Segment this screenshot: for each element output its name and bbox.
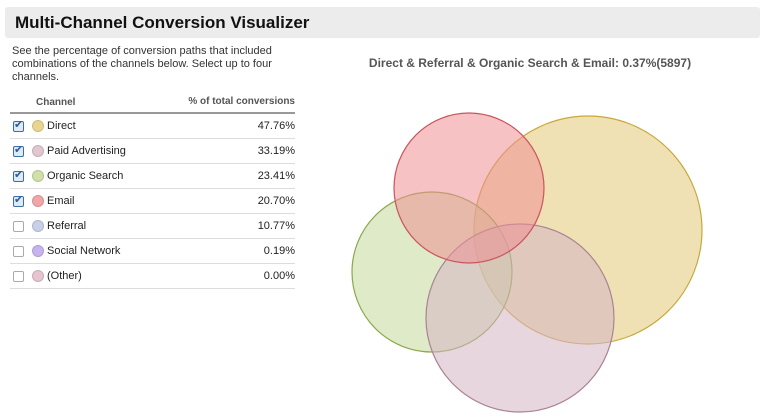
table-row: Organic Search 23.41% [10,163,295,189]
venn-diagram [351,112,703,413]
channel-checkbox[interactable] [13,245,24,257]
channel-name: Social Network [47,245,121,258]
color-swatch-icon [32,170,44,183]
channel-checkbox[interactable] [13,118,24,132]
channel-checkbox[interactable] [13,270,24,282]
table-row: Referral 10.77% [10,213,295,239]
channel-checkbox[interactable] [13,168,24,182]
channel-checkbox[interactable] [13,220,24,232]
channel-table: Channel % of total conversions Direct 47.… [10,94,295,289]
color-swatch-icon [32,195,44,208]
channel-name: Paid Advertising [47,145,126,158]
channel-checkbox[interactable] [13,193,24,207]
description: See the percentage of conversion paths t… [12,45,272,83]
color-swatch-icon [32,145,44,158]
channel-name: (Other) [47,270,82,283]
color-swatch-icon [32,245,44,258]
channel-checkbox[interactable] [13,143,24,157]
channel-pct: 47.76% [158,113,295,139]
table-row: Email 20.70% [10,188,295,214]
channel-pct: 0.00% [158,263,295,289]
channel-name: Organic Search [47,170,124,183]
table-row: Direct 47.76% [10,113,295,139]
channel-pct: 33.19% [158,138,295,164]
title-bar: Multi-Channel Conversion Visualizer [5,7,760,38]
color-swatch-icon [32,270,44,283]
channel-pct: 10.77% [158,213,295,239]
channel-pct: 0.19% [158,238,295,264]
channel-name: Direct [47,120,76,133]
page-title: Multi-Channel Conversion Visualizer [15,13,310,32]
channel-name: Referral [47,220,87,233]
table-row: (Other) 0.00% [10,263,295,289]
col-channel: Channel [10,94,159,114]
channel-pct: 23.41% [158,163,295,189]
chart-title: Direct & Referral & Organic Search & Ema… [368,56,692,70]
channel-name: Email [47,195,75,208]
color-swatch-icon [32,120,44,133]
col-pct: % of total conversions [158,94,295,114]
circle-email[interactable] [393,112,545,264]
channel-pct: 20.70% [158,188,295,214]
table-row: Social Network 0.19% [10,238,295,264]
color-swatch-icon [32,220,44,233]
table-row: Paid Advertising 33.19% [10,138,295,164]
